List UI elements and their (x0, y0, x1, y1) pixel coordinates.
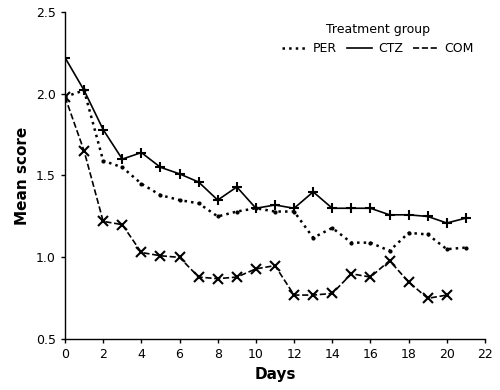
Y-axis label: Mean score: Mean score (16, 126, 30, 225)
Legend: PER, CTZ, COM: PER, CTZ, COM (276, 18, 479, 60)
X-axis label: Days: Days (254, 367, 296, 382)
